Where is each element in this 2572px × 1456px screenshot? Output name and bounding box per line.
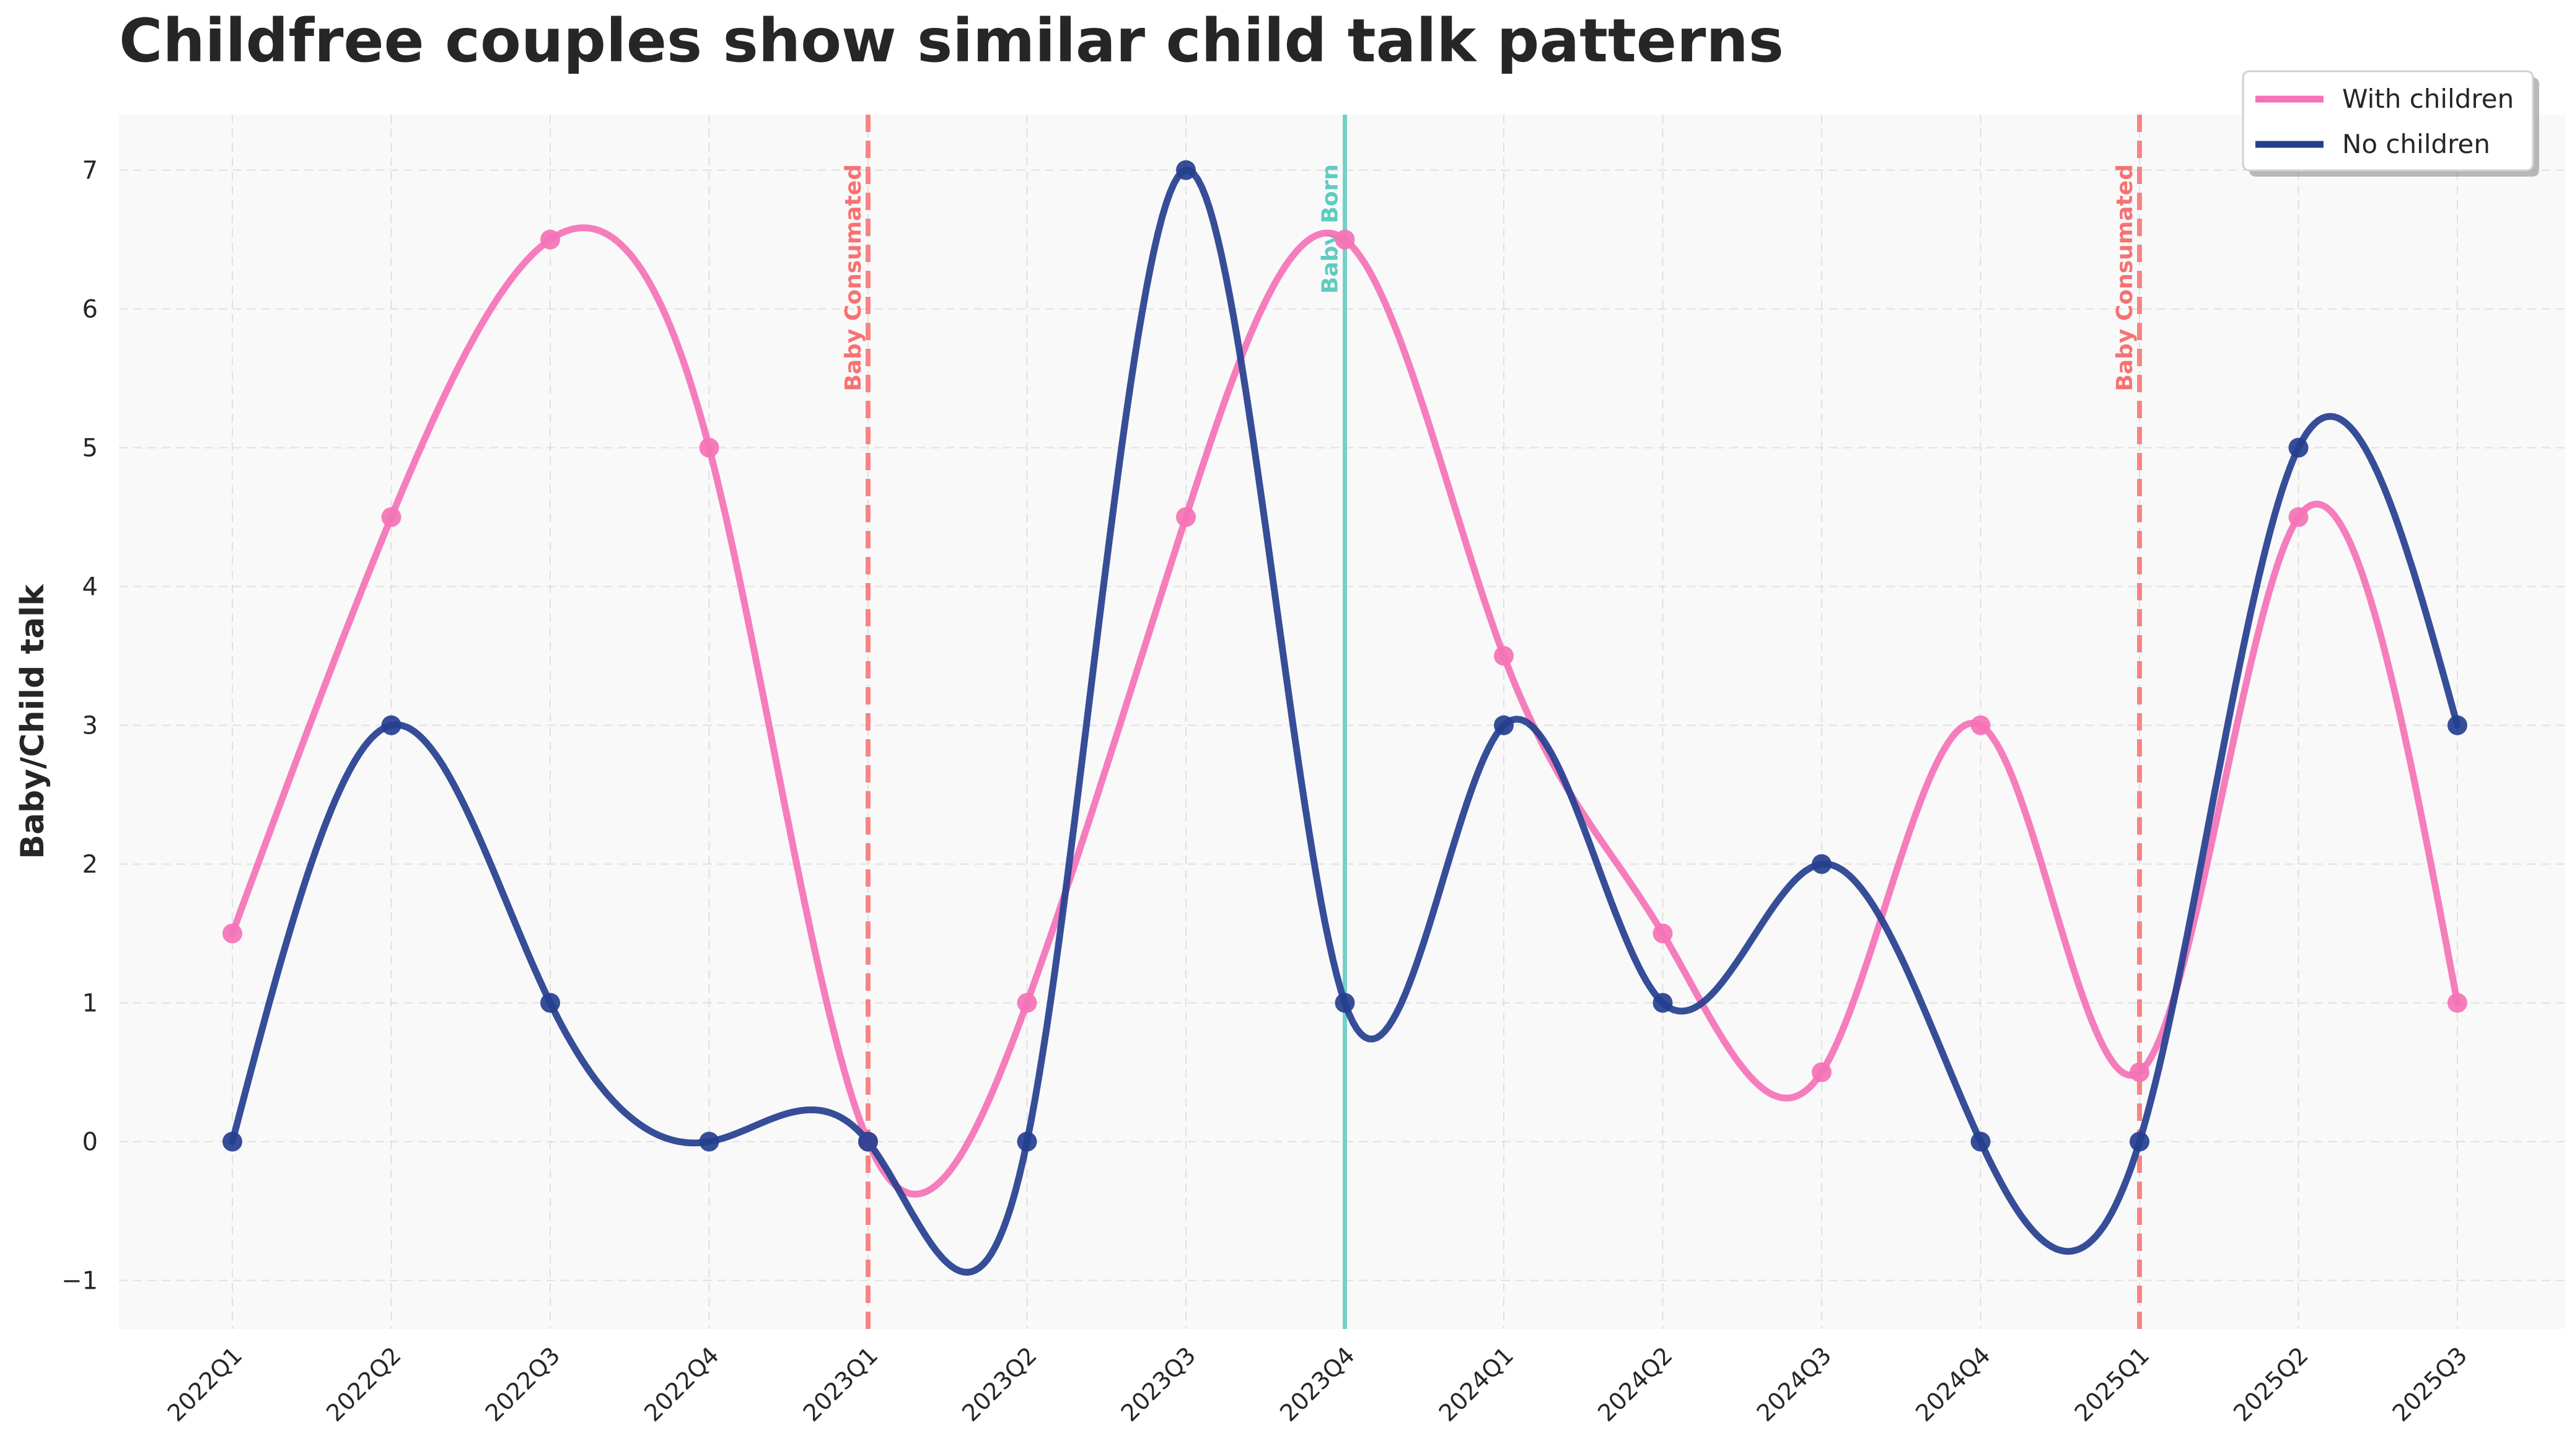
data-point xyxy=(2130,1062,2149,1082)
x-tick-label: 2025Q2 xyxy=(2228,1341,2314,1427)
data-point xyxy=(1335,993,1355,1013)
y-tick-label: 6 xyxy=(82,296,98,324)
x-tick-label: 2025Q1 xyxy=(2069,1341,2155,1427)
data-point xyxy=(381,507,402,527)
x-tick-label: 2025Q3 xyxy=(2387,1341,2473,1427)
x-tick-label: 2024Q3 xyxy=(1752,1341,1837,1427)
data-point xyxy=(2288,437,2309,458)
y-tick-label: 4 xyxy=(82,573,98,602)
data-point xyxy=(1494,715,1514,735)
y-axis-ticks: −1 0 1 2 3 4 5 6 7 xyxy=(61,157,98,1296)
data-point xyxy=(2447,715,2467,735)
y-axis-label: Baby/Child talk xyxy=(14,584,51,859)
chart-title: Childfree couples show similar child tal… xyxy=(119,6,1784,76)
data-point xyxy=(858,1131,878,1152)
y-tick-label: 5 xyxy=(82,434,98,463)
y-tick-label: 0 xyxy=(82,1128,98,1157)
data-point xyxy=(540,229,560,250)
data-point xyxy=(1017,993,1037,1013)
annotation-label: Baby Consumated xyxy=(841,164,866,392)
data-point xyxy=(2288,507,2309,527)
x-tick-label: 2024Q1 xyxy=(1434,1341,1519,1427)
x-tick-label: 2023Q4 xyxy=(1275,1341,1360,1427)
x-tick-label: 2023Q3 xyxy=(1116,1341,1201,1427)
data-point xyxy=(1812,1062,1832,1082)
y-tick-label: −1 xyxy=(61,1267,98,1296)
y-tick-label: 1 xyxy=(82,989,98,1018)
data-point xyxy=(222,923,242,944)
data-point xyxy=(1970,715,1991,735)
data-point xyxy=(1652,923,1673,944)
x-tick-label: 2022Q3 xyxy=(480,1341,566,1427)
x-tick-label: 2024Q2 xyxy=(1592,1341,1678,1427)
data-point xyxy=(1176,160,1196,180)
data-point xyxy=(1335,229,1355,250)
legend-label: No children xyxy=(2342,129,2490,159)
series-points xyxy=(222,160,2467,1152)
data-point xyxy=(381,715,402,735)
data-point xyxy=(699,437,719,458)
data-point xyxy=(1494,646,1514,666)
data-point xyxy=(2447,993,2467,1013)
y-tick-label: 2 xyxy=(82,851,98,879)
plot-area xyxy=(119,115,2565,1329)
x-tick-label: 2022Q2 xyxy=(321,1341,406,1427)
data-point xyxy=(1017,1131,1037,1152)
x-tick-label: 2023Q1 xyxy=(798,1341,884,1427)
y-tick-label: 7 xyxy=(82,157,98,185)
data-point xyxy=(1812,854,1832,874)
data-point xyxy=(1652,993,1673,1013)
x-tick-label: 2023Q2 xyxy=(957,1341,1042,1427)
annotation-label: Baby Born xyxy=(1318,164,1343,294)
data-point xyxy=(699,1131,719,1152)
x-tick-label: 2024Q4 xyxy=(1910,1341,1996,1427)
y-tick-label: 3 xyxy=(82,712,98,740)
data-point xyxy=(540,993,560,1013)
x-tick-label: 2022Q4 xyxy=(639,1341,724,1427)
data-point xyxy=(1970,1131,1991,1152)
data-point xyxy=(2130,1131,2149,1152)
x-tick-label: 2022Q1 xyxy=(162,1341,248,1427)
annotation-lines: Baby Consumated Baby Born Baby Consumated xyxy=(841,115,2142,1329)
x-axis-ticks: 2022Q1 2022Q2 2022Q3 2022Q4 2023Q1 2023Q2 2023… xyxy=(162,1341,2473,1427)
legend-label: With children xyxy=(2342,84,2514,114)
annotation-label: Baby Consumated xyxy=(2112,164,2138,392)
data-point xyxy=(1176,507,1196,527)
data-point xyxy=(222,1131,242,1152)
legend: With children No children xyxy=(2242,70,2539,177)
